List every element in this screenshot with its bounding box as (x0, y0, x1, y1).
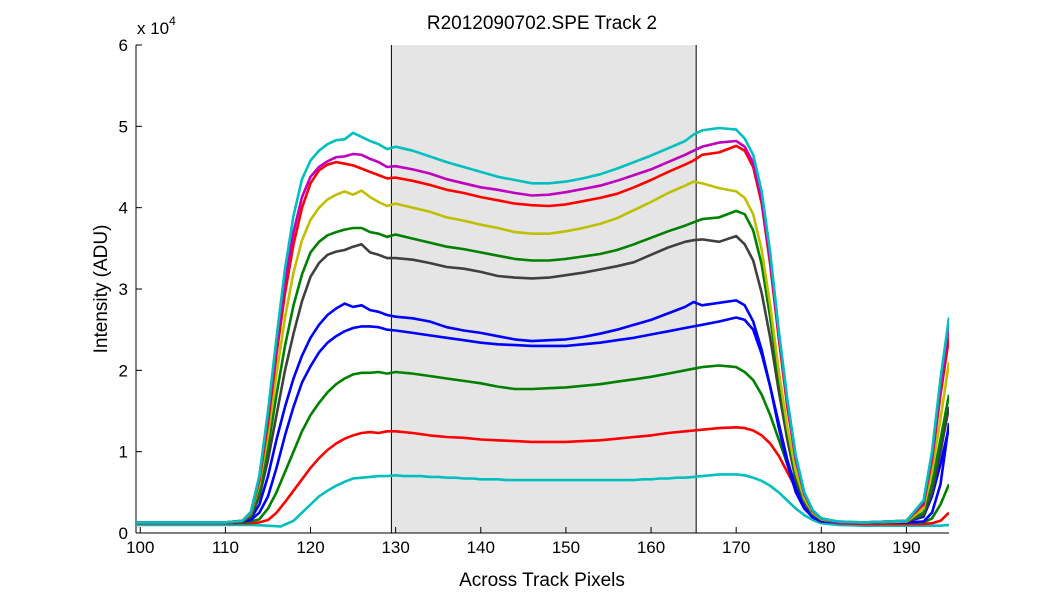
x-tick-label: 160 (637, 538, 665, 557)
x-tick-label: 180 (807, 538, 835, 557)
y-tick-label: 0 (119, 524, 128, 543)
series-line-blue-low (136, 316, 949, 524)
x-tick-label: 130 (381, 538, 409, 557)
x-tick-label: 150 (552, 538, 580, 557)
y-multiplier-exponent: 4 (169, 14, 176, 28)
x-tick-label: 100 (126, 538, 154, 557)
y-multiplier-label: x 104 (137, 14, 176, 38)
y-tick-group: 0 1 2 3 4 5 6 (119, 36, 142, 543)
y-multiplier-base: x 10 (137, 19, 169, 38)
y-tick-label: 5 (119, 117, 128, 136)
series-line-cyan-high (136, 126, 949, 524)
x-tick-label: 170 (722, 538, 750, 557)
x-tick-label: 190 (892, 538, 920, 557)
y-tick-label: 3 (119, 280, 128, 299)
chart-title: R2012090702.SPE Track 2 (427, 13, 657, 34)
x-axis-title: Across Track Pixels (459, 570, 625, 591)
series-line-blue-high (136, 299, 949, 524)
series-line-yellow (136, 180, 949, 524)
series-line-cyan-low (136, 473, 949, 528)
x-tick-label: 140 (467, 538, 495, 557)
y-tick-label: 6 (119, 36, 128, 55)
y-axis-title: Intensity (ADU) (91, 225, 112, 354)
x-tick-label: 110 (212, 538, 239, 557)
shaded-region-group (390, 45, 697, 533)
x-tick-label: 120 (296, 538, 324, 557)
y-tick-label: 4 (119, 199, 128, 218)
y-tick-label: 1 (119, 443, 128, 462)
series-lines (136, 126, 949, 528)
x-tick-group: 100 110 120 130 140 150 160 170 180 190 (126, 527, 921, 557)
y-tick-label: 2 (119, 361, 128, 380)
shaded-region (391, 45, 697, 533)
series-group (136, 126, 949, 528)
